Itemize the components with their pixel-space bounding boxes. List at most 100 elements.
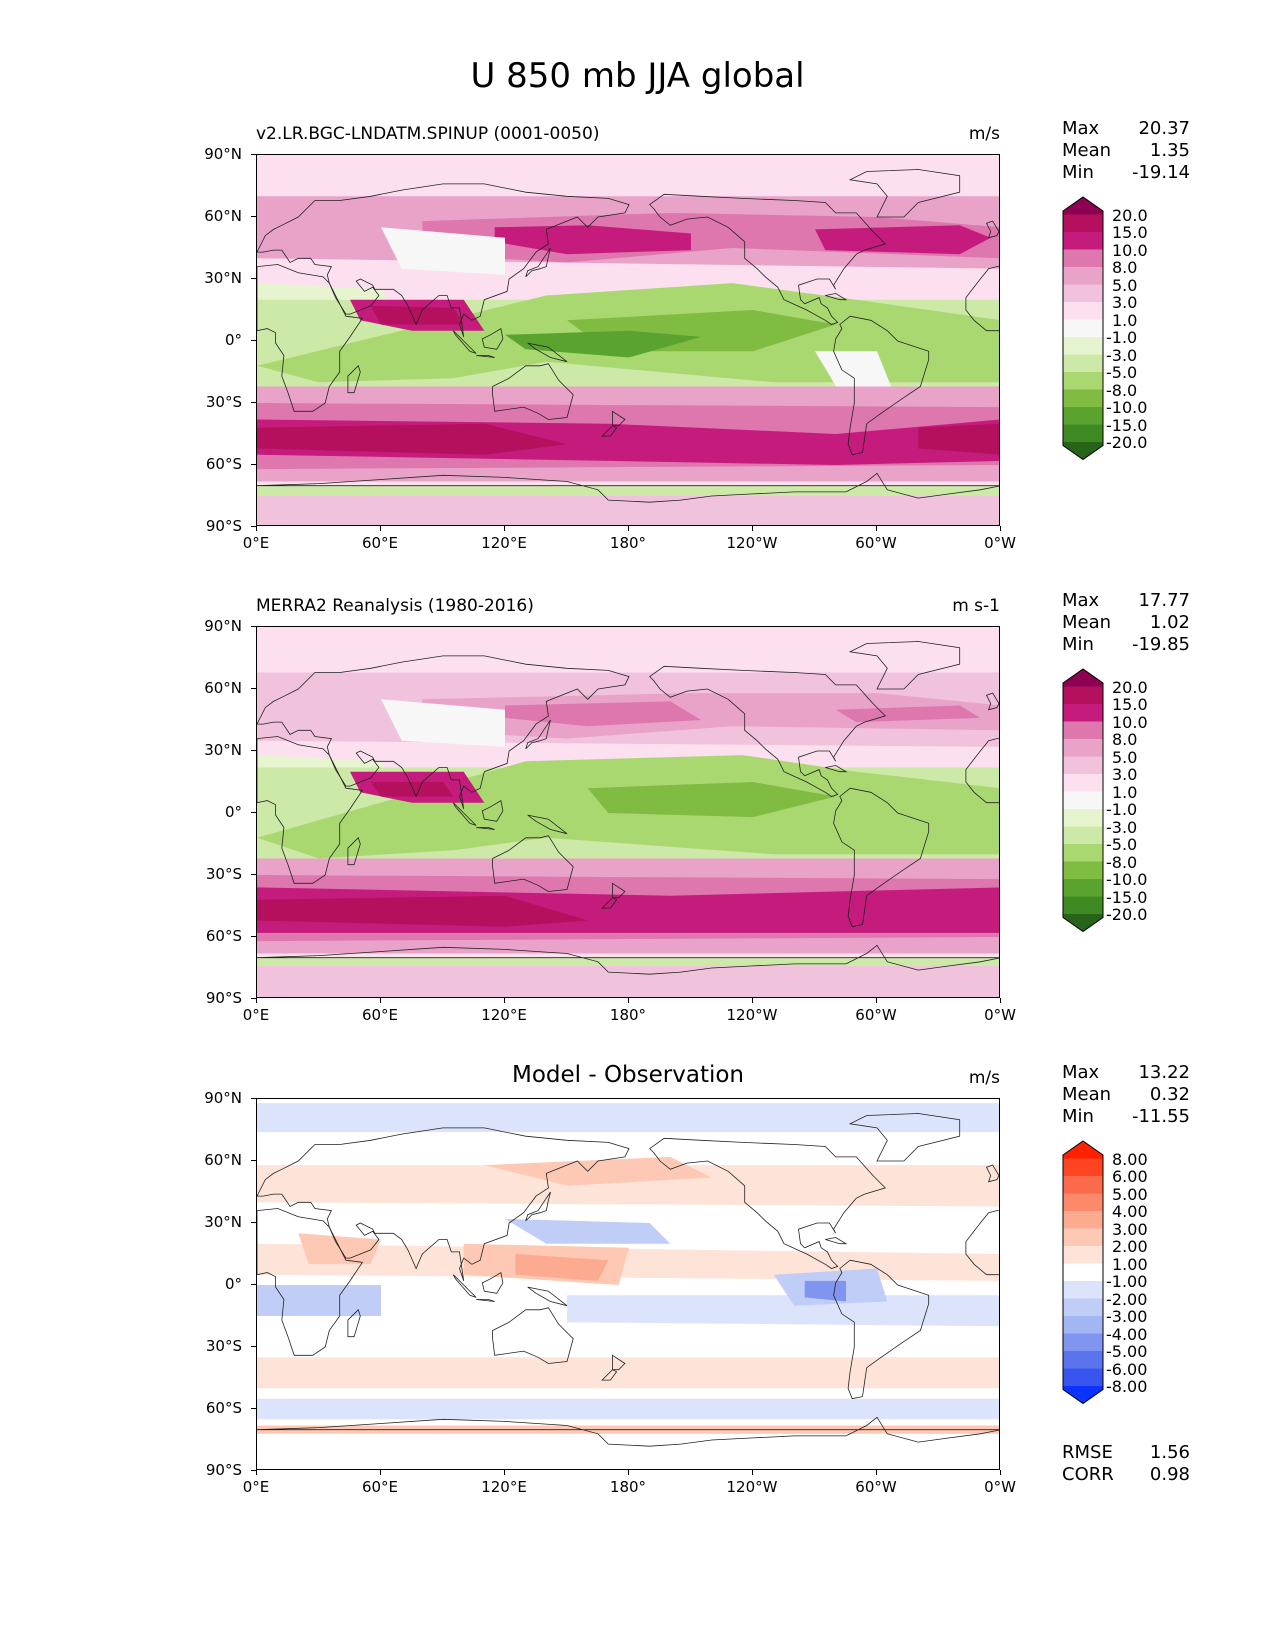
- coastline: [527, 342, 568, 363]
- colorbar-swatch: [1063, 354, 1103, 373]
- coastline: [257, 1127, 630, 1282]
- lon-tick: [628, 998, 629, 1003]
- stat-row: Mean 0.32: [1062, 1084, 1190, 1106]
- coastline: [612, 882, 626, 899]
- coastline: [649, 665, 887, 797]
- colorbar-swatch: [1063, 756, 1103, 775]
- coastline: [492, 835, 574, 892]
- lat-tick: [251, 688, 256, 689]
- lat-tick: [251, 1160, 256, 1161]
- coastline: [649, 1137, 887, 1269]
- colorbar-swatch: [1063, 826, 1103, 845]
- coastline: [257, 264, 364, 412]
- lon-tick-label: 120°E: [481, 1006, 527, 1024]
- colorbar-tick-label: -10.0: [1106, 870, 1148, 889]
- colorbar-swatch: [1063, 249, 1103, 268]
- coastline: [601, 425, 618, 437]
- colorbar-swatch: [1063, 739, 1103, 757]
- lon-tick: [256, 998, 257, 1003]
- colorbar-swatch: [1063, 844, 1103, 862]
- panel-title: v2.LR.BGC-LNDATM.SPINUP (0001-0050): [256, 124, 600, 144]
- lon-tick: [504, 998, 505, 1003]
- colorbar-swatch: [1063, 879, 1103, 897]
- contour-region: [587, 782, 836, 818]
- lon-tick-label: 0°W: [984, 1478, 1016, 1496]
- coastline: [525, 247, 551, 278]
- lat-tick: [251, 402, 256, 403]
- lon-tick: [1000, 526, 1001, 531]
- colorbar-swatch: [1063, 302, 1103, 320]
- coastline: [347, 1309, 361, 1338]
- lat-tick: [251, 812, 256, 813]
- stat-value: 1.02: [1149, 612, 1190, 633]
- colorbar-swatch: [1063, 704, 1103, 722]
- lat-tick-label: 60°S: [205, 455, 242, 473]
- contour-region: [515, 1254, 609, 1281]
- stat-key: Mean: [1062, 1084, 1112, 1105]
- lat-tick: [251, 1222, 256, 1223]
- coastline: [601, 897, 618, 909]
- coastline: [825, 1237, 848, 1245]
- coastline: [833, 315, 930, 456]
- lon-tick: [876, 526, 877, 531]
- lat-tick-label: 60°N: [204, 679, 242, 697]
- lon-tick: [876, 998, 877, 1003]
- coastline: [601, 1369, 618, 1381]
- coastline: [257, 183, 630, 338]
- colorbar-tick-label: -5.00: [1106, 1342, 1148, 1361]
- lon-tick: [876, 1470, 877, 1475]
- contour-region: [804, 1280, 846, 1302]
- colorbar-tick-label: 1.0: [1112, 310, 1138, 330]
- coastline: [476, 827, 495, 830]
- colorbar-swatch: [1063, 1298, 1103, 1317]
- colorbar-outline: [1062, 668, 1104, 933]
- colorbar-tick-label: 2.00: [1112, 1237, 1148, 1256]
- stat-row: CORR 0.98: [1062, 1464, 1190, 1486]
- contour-region: [505, 1218, 671, 1244]
- contour-region: [370, 782, 454, 797]
- lat-tick: [251, 626, 256, 627]
- colorbar-swatch: [1063, 1158, 1103, 1177]
- colorbar-tick-label: -20.0: [1106, 433, 1148, 452]
- colorbar-swatch: [1063, 1281, 1103, 1299]
- colorbar-tick-label: -5.0: [1106, 835, 1138, 854]
- stat-row: Min -11.55: [1062, 1106, 1190, 1128]
- lat-tick-label: 30°S: [205, 865, 242, 883]
- colorbar-swatch: [1063, 861, 1103, 880]
- coastline: [848, 641, 961, 690]
- coastline: [649, 193, 887, 325]
- contour-region: [257, 1243, 999, 1281]
- stat-key: CORR: [1062, 1464, 1114, 1485]
- colorbar-swatch: [1063, 284, 1103, 303]
- colorbar-tick-label: 5.0: [1112, 275, 1138, 295]
- coastline: [481, 799, 504, 822]
- figure-title: U 850 mb JJA global: [470, 56, 805, 96]
- coastline: [257, 1416, 999, 1447]
- colorbar-tick-label: 8.0: [1112, 730, 1138, 749]
- stat-value: 0.98: [1149, 1464, 1190, 1485]
- lon-tick-label: 120°E: [481, 1478, 527, 1496]
- contour-region: [835, 705, 981, 723]
- coastline: [257, 736, 364, 884]
- colorbar-tick-label: -1.00: [1106, 1272, 1148, 1291]
- stat-key: Min: [1062, 162, 1094, 183]
- contour-region: [257, 485, 999, 496]
- colorbar-swatch: [1063, 1316, 1103, 1334]
- colorbar-tick-label: -8.0: [1106, 852, 1138, 872]
- coastline: [257, 1208, 364, 1356]
- lon-tick: [380, 998, 381, 1003]
- colorbar-tick-label: 8.00: [1112, 1149, 1148, 1169]
- lon-tick-label: 60°E: [361, 1006, 399, 1024]
- colorbar-outline: [1062, 196, 1104, 461]
- stats-box: Max 20.37 Mean 1.35 Min -19.14: [1062, 118, 1190, 184]
- colorbar-tick-label: -15.0: [1106, 887, 1148, 907]
- stat-row: Max 13.22: [1062, 1062, 1190, 1084]
- colorbar-tick-label: 4.00: [1112, 1202, 1148, 1221]
- colorbar-tick-label: -5.0: [1106, 363, 1138, 382]
- colorbar: [1062, 668, 1104, 937]
- colorbar-swatch: [1063, 1141, 1103, 1159]
- colorbar-swatch: [1063, 809, 1103, 827]
- coastline: [985, 692, 999, 711]
- coastline: [985, 1164, 999, 1183]
- colorbar-tick-label: 1.0: [1112, 782, 1138, 802]
